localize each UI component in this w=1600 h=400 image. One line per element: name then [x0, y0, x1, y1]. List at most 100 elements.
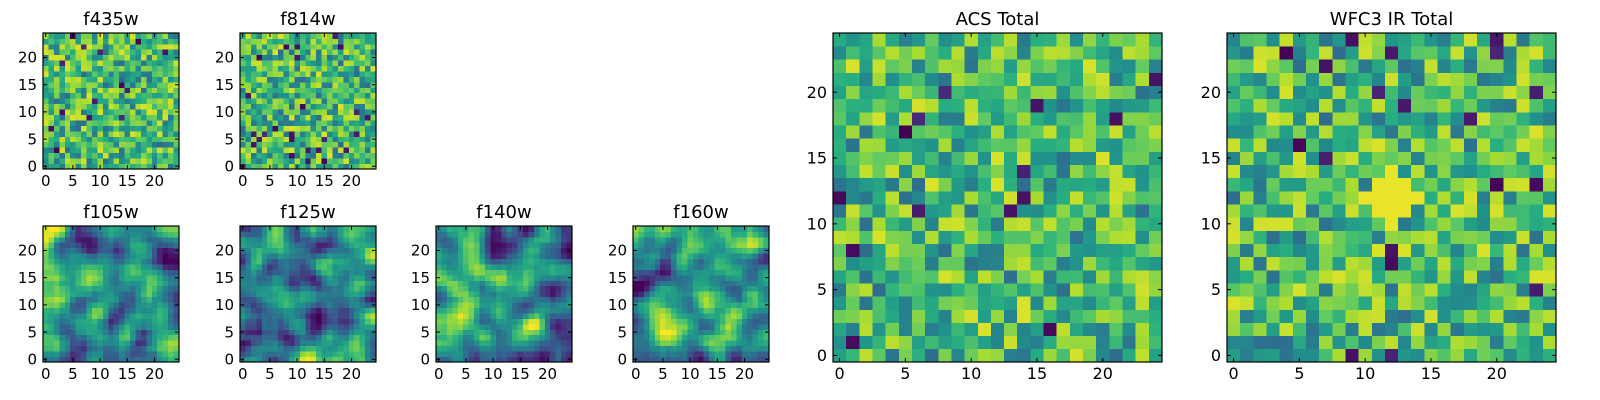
heatmap-cell — [283, 43, 290, 50]
heatmap-cell — [299, 141, 306, 148]
heatmap-cell — [463, 296, 470, 303]
heatmap-cell — [278, 258, 284, 265]
heatmap-cell — [1030, 217, 1044, 231]
heatmap-cell — [59, 98, 66, 105]
heatmap-cell — [146, 231, 153, 238]
heatmap-cell — [872, 164, 887, 179]
heatmap-cell — [692, 253, 699, 260]
heatmap-cell — [294, 130, 301, 137]
heatmap-cell — [130, 351, 136, 357]
heatmap-cell — [70, 141, 77, 148]
heatmap-cell — [561, 285, 567, 292]
heatmap-cell — [75, 296, 82, 303]
heatmap-cell — [119, 92, 125, 99]
heatmap-cell — [140, 65, 147, 72]
heatmap-cell — [457, 323, 464, 330]
heatmap-cell — [108, 136, 115, 143]
heatmap-cell — [256, 81, 263, 88]
heatmap-cell — [1043, 243, 1058, 258]
heatmap-cell — [321, 71, 328, 77]
heatmap-cell — [130, 323, 136, 330]
heatmap-cell — [354, 318, 361, 325]
heatmap-cell — [157, 291, 164, 298]
heatmap-cell — [43, 120, 49, 126]
heatmap-cell — [299, 226, 306, 232]
heatmap-cell — [124, 60, 131, 67]
heatmap-cell — [337, 71, 344, 77]
heatmap-cell — [463, 253, 470, 260]
heatmap-cell — [86, 269, 93, 276]
heatmap-cell — [555, 269, 562, 276]
heatmap-cell — [327, 158, 333, 164]
heatmap-cell — [561, 323, 567, 330]
heatmap-cell — [146, 345, 153, 352]
heatmap-cell — [278, 163, 284, 170]
heatmap-cell — [709, 340, 715, 347]
heatmap-cell — [283, 87, 290, 94]
heatmap-cell — [763, 307, 770, 314]
heatmap-cell — [1069, 164, 1084, 179]
heatmap-cell — [452, 334, 459, 341]
heatmap-cell — [885, 111, 900, 126]
heatmap-cell — [288, 43, 295, 50]
heatmap-cell — [512, 334, 518, 341]
heatmap-cell — [91, 92, 98, 99]
heatmap-cell — [53, 351, 60, 357]
heatmap-cell — [1004, 230, 1018, 244]
heatmap-cell — [638, 313, 645, 319]
heatmap-cell — [261, 71, 268, 77]
heatmap-cell — [561, 264, 567, 270]
heatmap-cell — [343, 285, 350, 292]
heatmap-cell — [964, 33, 979, 47]
heatmap-cell — [730, 356, 737, 363]
heatmap-cell — [43, 158, 49, 164]
x-tick-label: 10 — [91, 365, 110, 383]
heatmap-cell — [758, 258, 764, 265]
heatmap-cell — [43, 231, 49, 238]
heatmap-cell — [316, 109, 322, 115]
heatmap-cell — [1529, 164, 1544, 179]
heatmap-cell — [108, 258, 115, 265]
heatmap-cell — [354, 92, 361, 99]
heatmap-cell — [337, 340, 344, 347]
heatmap-cell — [1371, 190, 1386, 205]
heatmap-cell — [1463, 204, 1478, 218]
heatmap-cell — [113, 351, 120, 357]
heatmap-cell — [1358, 243, 1373, 258]
heatmap-cell — [135, 103, 142, 110]
heatmap-cell — [343, 313, 350, 319]
heatmap-cell — [441, 253, 448, 260]
heatmap-cell — [81, 125, 87, 132]
heatmap-cell — [501, 296, 508, 303]
heatmap-cell — [1253, 164, 1267, 179]
heatmap-cell — [70, 302, 77, 308]
heatmap-cell — [316, 152, 322, 159]
heatmap-cell — [643, 269, 650, 276]
heatmap-cell — [332, 54, 339, 61]
heatmap-cell — [977, 309, 992, 323]
heatmap-cell — [245, 163, 252, 170]
heatmap-cell — [671, 296, 677, 303]
heatmap-cell — [671, 302, 677, 308]
heatmap-cell — [446, 307, 453, 314]
heatmap-cell — [261, 340, 268, 347]
heatmap-cell — [245, 98, 252, 105]
heatmap-cell — [140, 226, 147, 232]
heatmap-cell — [337, 92, 344, 99]
heatmap-cell — [348, 49, 355, 56]
heatmap-cell — [484, 334, 491, 341]
heatmap-cell — [81, 226, 87, 232]
heatmap-cell — [113, 236, 120, 243]
heatmap-cell — [261, 130, 268, 137]
heatmap-cell — [474, 258, 480, 265]
heatmap-cell — [272, 120, 279, 126]
heatmap-cell — [490, 231, 497, 238]
heatmap-cell — [173, 269, 180, 276]
heatmap-cell — [321, 98, 328, 105]
heatmap-cell — [872, 322, 887, 337]
heatmap-cell — [1043, 217, 1058, 231]
heatmap-cell — [108, 280, 115, 287]
heatmap-cell — [990, 125, 1005, 139]
heatmap-cell — [86, 87, 93, 94]
heatmap-cell — [736, 329, 743, 336]
